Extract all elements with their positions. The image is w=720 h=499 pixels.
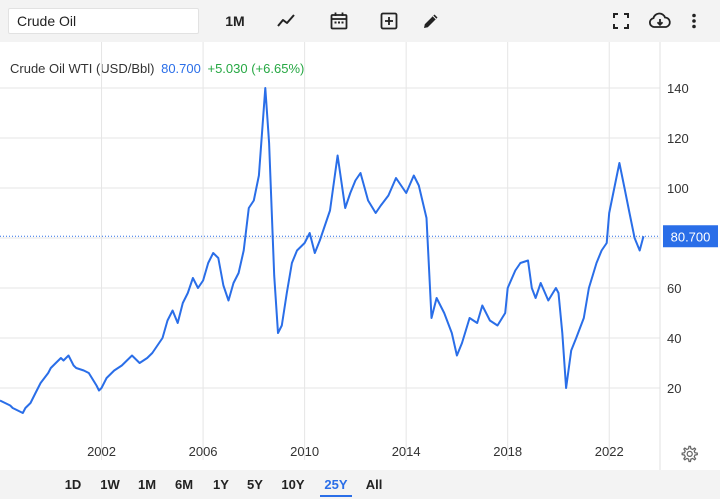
range-6m-button[interactable]: 6M bbox=[174, 477, 194, 492]
cloud-download-icon[interactable] bbox=[647, 8, 673, 34]
fullscreen-icon[interactable] bbox=[609, 8, 633, 34]
x-tick-label: 2006 bbox=[189, 444, 218, 459]
range-1w-button[interactable]: 1W bbox=[100, 477, 120, 492]
range-bar: 1D 1W 1M 6M 1Y 5Y 10Y 25Y All bbox=[0, 470, 720, 499]
x-tick-label: 2002 bbox=[87, 444, 116, 459]
pencil-icon[interactable] bbox=[419, 8, 443, 34]
price-change: +5.030 (+6.65%) bbox=[207, 61, 305, 76]
y-tick-label: 40 bbox=[667, 331, 681, 346]
toolbar: 1M bbox=[0, 0, 720, 42]
y-tick-label: 100 bbox=[667, 181, 689, 196]
add-box-icon[interactable] bbox=[377, 8, 401, 34]
x-tick-label: 2022 bbox=[595, 444, 624, 459]
calendar-icon[interactable] bbox=[327, 8, 351, 34]
last-price-marker-label: 80.700 bbox=[671, 229, 711, 244]
last-price-marker bbox=[663, 225, 718, 248]
period-selector-button[interactable]: 1M bbox=[225, 13, 245, 29]
range-1y-button[interactable]: 1Y bbox=[213, 477, 229, 492]
range-5y-button[interactable]: 5Y bbox=[247, 477, 263, 492]
chart-header: Crude Oil WTI (USD/Bbl) 80.700 +5.030 (+… bbox=[10, 61, 304, 76]
y-tick-label: 140 bbox=[667, 81, 689, 96]
y-tick-label: 20 bbox=[667, 381, 681, 396]
range-10y-button[interactable]: 10Y bbox=[281, 477, 305, 492]
x-tick-label: 2010 bbox=[290, 444, 319, 459]
range-1d-button[interactable]: 1D bbox=[64, 477, 82, 492]
range-1m-button[interactable]: 1M bbox=[137, 477, 157, 492]
x-tick-label: 2018 bbox=[493, 444, 522, 459]
range-all-button[interactable]: All bbox=[365, 477, 383, 492]
symbol-search-box[interactable] bbox=[8, 8, 199, 34]
y-tick-label: 120 bbox=[667, 131, 689, 146]
price-chart[interactable]: 2040608010012014020022006201020142018202… bbox=[0, 42, 720, 470]
symbol-search-input[interactable] bbox=[9, 9, 198, 33]
gear-icon[interactable] bbox=[680, 445, 698, 463]
instrument-name: Crude Oil WTI (USD/Bbl) bbox=[10, 61, 155, 76]
price-series-line bbox=[0, 87, 645, 414]
more-vert-icon[interactable] bbox=[684, 8, 704, 34]
range-25y-button[interactable]: 25Y bbox=[320, 477, 352, 497]
y-tick-label: 60 bbox=[667, 281, 681, 296]
line-chart-icon[interactable] bbox=[274, 8, 298, 34]
x-tick-label: 2014 bbox=[392, 444, 421, 459]
last-price: 80.700 bbox=[161, 61, 201, 76]
